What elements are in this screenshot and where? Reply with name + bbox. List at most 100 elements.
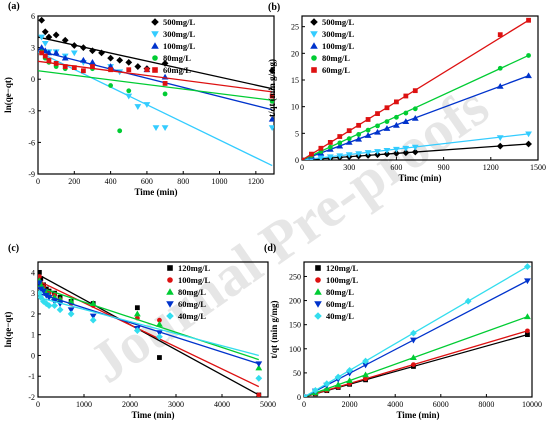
- data-point: [125, 93, 133, 100]
- data-point: [525, 332, 530, 338]
- data-point: [62, 64, 68, 69]
- data-point: [356, 122, 362, 128]
- x-axis-title: Time (min): [131, 410, 174, 420]
- data-point: [346, 377, 353, 384]
- data-point: [384, 105, 390, 111]
- legend-label: 100mg/L: [326, 275, 358, 285]
- legend-marker: [152, 55, 158, 61]
- panel-label: (d): [264, 243, 276, 254]
- data-point: [327, 144, 333, 150]
- legend-label: 80mg/L: [163, 53, 191, 63]
- data-point: [117, 128, 123, 134]
- legend-label: 60mg/L: [163, 65, 191, 75]
- y-tick-label: -6: [28, 138, 35, 147]
- y-tick-label: 250: [289, 272, 301, 281]
- series-4: [38, 50, 274, 99]
- data-point: [40, 288, 47, 295]
- x-tick-label: 600: [141, 177, 153, 186]
- y-tick-label: 10: [291, 103, 299, 112]
- y-tick-label: 6: [31, 12, 35, 21]
- y-tick-label: 4: [31, 268, 35, 277]
- data-point: [162, 91, 168, 97]
- data-point: [525, 131, 532, 138]
- series-4: [302, 17, 531, 160]
- data-point: [526, 17, 531, 23]
- data-point: [45, 33, 53, 41]
- data-point: [346, 366, 353, 374]
- chart-panel-2: (c) 0 1000 2000 3000 4000 5000 -2 -1 0 1 2 3 4 Time (m…: [3, 243, 276, 420]
- fit-line: [304, 316, 528, 397]
- data-point: [402, 149, 410, 157]
- data-point: [133, 327, 141, 334]
- data-point: [108, 83, 114, 88]
- data-point: [346, 128, 352, 134]
- data-point: [45, 302, 53, 310]
- data-point: [61, 36, 69, 44]
- chart-panel-1: (b) 0 300 600 900 1200 1500 0 5 10 15 20 25 Timc (min…: [267, 2, 546, 183]
- data-point: [38, 44, 46, 50]
- plot-frame: [37, 15, 275, 175]
- y-tick-label: -9: [28, 170, 35, 179]
- data-point: [525, 328, 530, 334]
- data-point: [134, 305, 140, 311]
- x-tick-label: 1200: [248, 177, 264, 186]
- data-point: [411, 144, 419, 151]
- data-point: [41, 28, 49, 36]
- legend-marker: [151, 18, 159, 26]
- legend-marker: [310, 18, 318, 26]
- data-point: [161, 60, 169, 67]
- data-point: [125, 58, 133, 66]
- data-point: [38, 34, 46, 41]
- legend-marker: [311, 67, 317, 73]
- data-point: [38, 16, 46, 24]
- data-point: [107, 54, 115, 62]
- fit-line: [38, 286, 260, 361]
- series-4: [304, 263, 531, 397]
- chart-panel-3: (d) 0 2000 4000 6000 8000 10000 0 50 100 150 200 250…: [264, 243, 542, 420]
- data-point: [497, 32, 503, 38]
- legend-marker: [151, 31, 159, 38]
- y-tick-label: 3: [31, 44, 35, 53]
- data-point: [89, 300, 97, 306]
- y-tick-label: 0: [31, 351, 35, 360]
- data-point: [38, 293, 45, 301]
- data-point: [79, 56, 87, 63]
- x-tick-label: 4000: [387, 400, 403, 409]
- data-point: [393, 121, 400, 128]
- legend: 120mg/L 100mg/L 80mg/L 60mg/L 40mg/L: [166, 263, 210, 321]
- data-point: [126, 67, 132, 73]
- data-point: [126, 88, 132, 94]
- series-4: [38, 289, 263, 382]
- data-point: [345, 139, 353, 145]
- series-2: [304, 313, 531, 397]
- data-point: [46, 57, 52, 63]
- data-point: [410, 354, 417, 361]
- data-point: [524, 278, 531, 285]
- data-point: [302, 157, 305, 160]
- data-point: [156, 333, 163, 341]
- data-point: [56, 306, 64, 314]
- y-tick-label: 150: [289, 321, 301, 330]
- x-tick-label: 0: [36, 400, 40, 409]
- data-point: [53, 61, 59, 66]
- x-tick-label: 5000: [260, 400, 276, 409]
- data-point: [526, 53, 531, 58]
- legend-marker: [166, 312, 174, 320]
- series-3: [38, 49, 274, 134]
- y-tick-label: 200: [289, 297, 301, 306]
- series-0: [304, 332, 530, 397]
- data-point: [108, 67, 114, 73]
- y-tick-label: 100: [289, 345, 301, 354]
- y-tick-label: -1: [28, 372, 35, 381]
- series-1: [38, 34, 274, 167]
- data-point: [133, 310, 141, 317]
- x-tick-label: 2000: [122, 400, 138, 409]
- legend-marker: [167, 277, 173, 283]
- data-point: [70, 42, 78, 49]
- data-point: [70, 50, 78, 57]
- data-point: [383, 125, 391, 131]
- data-point: [356, 132, 362, 137]
- y-tick-label: -3: [28, 107, 35, 116]
